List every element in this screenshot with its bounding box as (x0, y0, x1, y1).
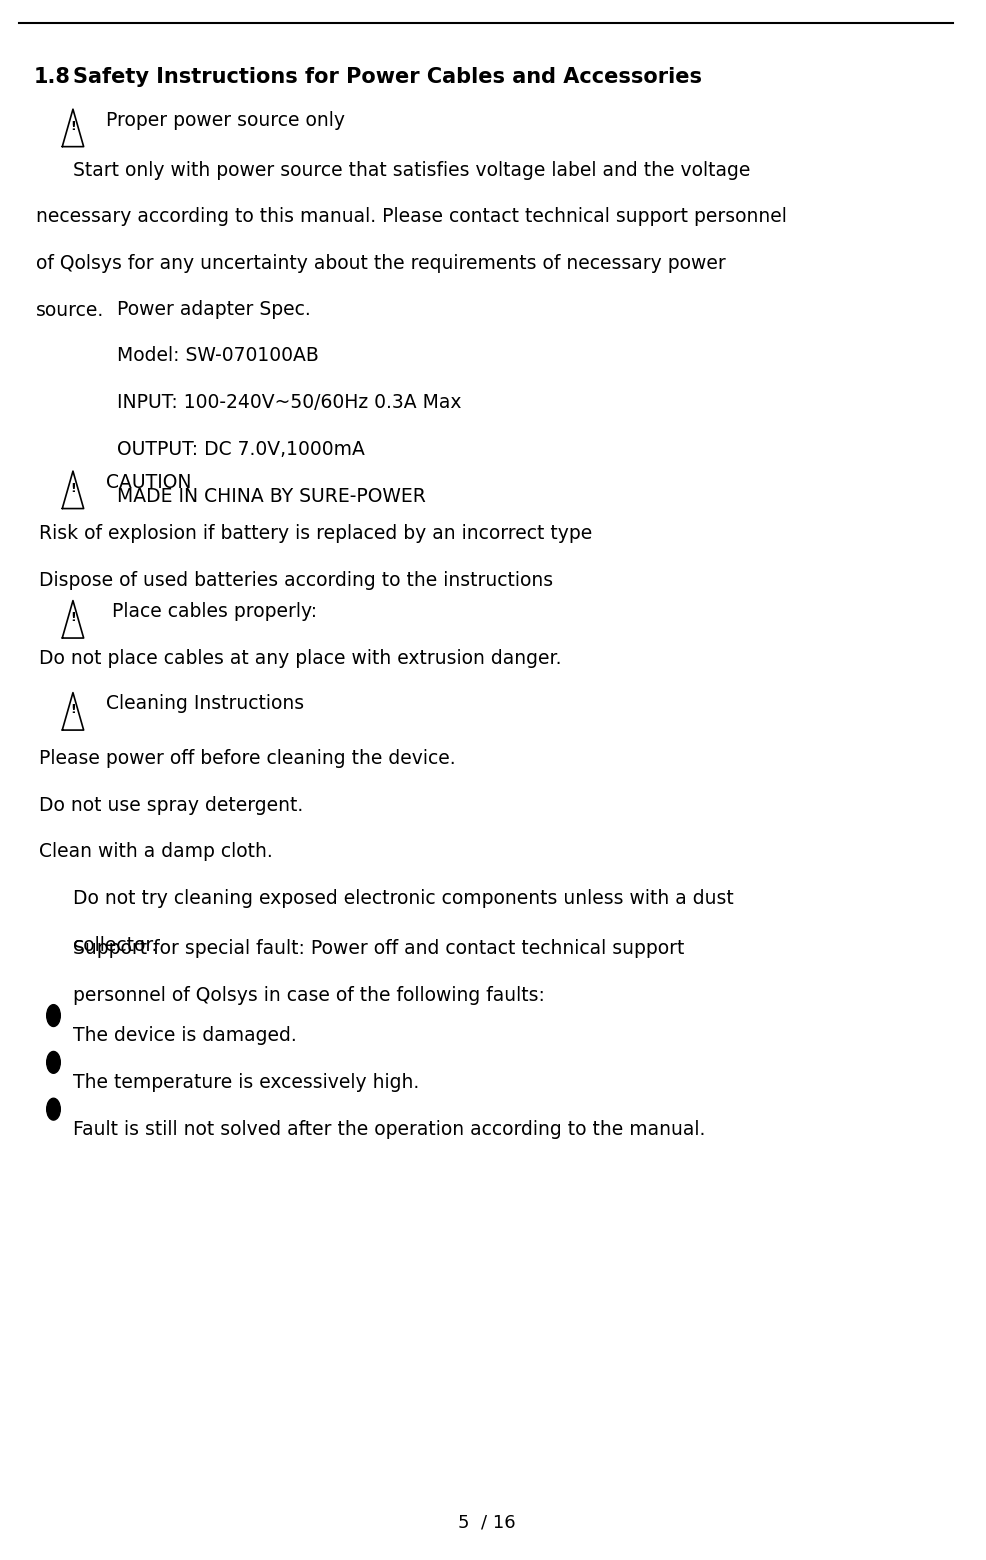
Text: Cleaning Instructions: Cleaning Instructions (106, 694, 304, 713)
Text: !: ! (70, 120, 76, 133)
Text: The device is damaged.: The device is damaged. (73, 1026, 297, 1045)
Text: Power adapter Spec.: Power adapter Spec. (116, 300, 311, 318)
Text: Please power off before cleaning the device.: Please power off before cleaning the dev… (38, 749, 456, 768)
Text: Start only with power source that satisfies voltage label and the voltage: Start only with power source that satisf… (73, 161, 749, 179)
Text: Clean with a damp cloth.: Clean with a damp cloth. (38, 842, 272, 861)
Text: Proper power source only: Proper power source only (106, 111, 345, 129)
Text: Model: SW-070100AB: Model: SW-070100AB (116, 346, 318, 365)
Text: MADE IN CHINA BY SURE-POWER: MADE IN CHINA BY SURE-POWER (116, 487, 425, 505)
Text: Do not use spray detergent.: Do not use spray detergent. (38, 796, 303, 814)
Text: OUTPUT: DC 7.0V,1000mA: OUTPUT: DC 7.0V,1000mA (116, 440, 364, 459)
Text: !: ! (70, 612, 76, 624)
Text: Place cables properly:: Place cables properly: (106, 602, 317, 621)
Text: source.: source. (35, 301, 105, 320)
Circle shape (46, 1098, 60, 1120)
Text: Dispose of used batteries according to the instructions: Dispose of used batteries according to t… (38, 571, 552, 590)
Text: Support for special fault: Power off and contact technical support: Support for special fault: Power off and… (73, 939, 683, 958)
Text: Do not try cleaning exposed electronic components unless with a dust: Do not try cleaning exposed electronic c… (73, 889, 733, 908)
Text: necessary according to this manual. Please contact technical support personnel: necessary according to this manual. Plea… (35, 207, 786, 226)
Text: collector.: collector. (73, 936, 157, 955)
Text: CAUTION: CAUTION (106, 473, 191, 491)
Circle shape (46, 1051, 60, 1073)
Text: The temperature is excessively high.: The temperature is excessively high. (73, 1073, 419, 1092)
Text: Safety Instructions for Power Cables and Accessories: Safety Instructions for Power Cables and… (73, 67, 701, 87)
Text: INPUT: 100-240V~50/60Hz 0.3A Max: INPUT: 100-240V~50/60Hz 0.3A Max (116, 393, 460, 412)
Text: !: ! (70, 482, 76, 495)
Text: 5  / 16: 5 / 16 (458, 1513, 515, 1532)
Text: Fault is still not solved after the operation according to the manual.: Fault is still not solved after the oper… (73, 1120, 705, 1139)
Text: !: ! (70, 704, 76, 716)
Circle shape (46, 1005, 60, 1026)
Text: Risk of explosion if battery is replaced by an incorrect type: Risk of explosion if battery is replaced… (38, 524, 592, 543)
Text: 1.8: 1.8 (34, 67, 71, 87)
Text: of Qolsys for any uncertainty about the requirements of necessary power: of Qolsys for any uncertainty about the … (35, 254, 725, 273)
Text: personnel of Qolsys in case of the following faults:: personnel of Qolsys in case of the follo… (73, 986, 544, 1005)
Text: Do not place cables at any place with extrusion danger.: Do not place cables at any place with ex… (38, 649, 561, 668)
